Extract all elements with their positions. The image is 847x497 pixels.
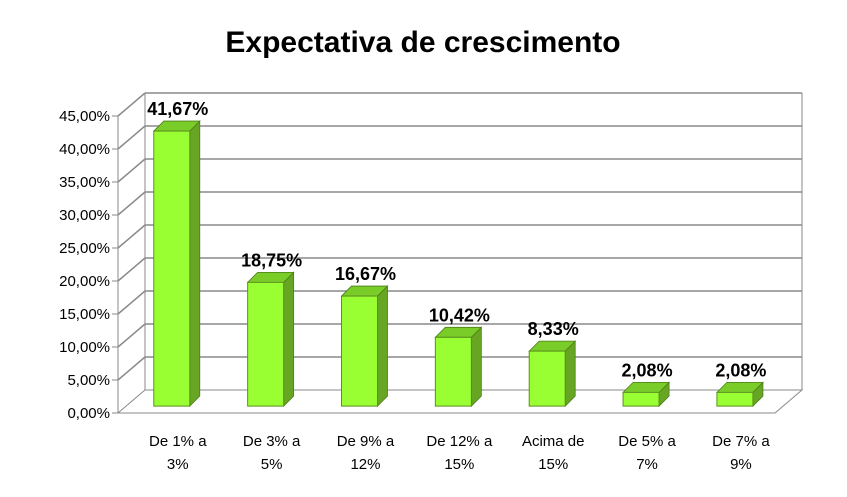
bar <box>622 391 660 407</box>
y-tick-label: 40,00% <box>59 141 110 158</box>
gridline-side <box>117 356 146 381</box>
bar <box>340 295 378 407</box>
x-tick-label: De 3% a <box>243 433 301 450</box>
x-tick-label: 7% <box>636 456 658 473</box>
x-tick-label: 9% <box>730 456 752 473</box>
x-tick-label: De 9% a <box>337 433 395 450</box>
gridline-side <box>117 125 146 150</box>
gridline-side <box>117 92 146 117</box>
y-tick-label: 35,00% <box>59 174 110 191</box>
axes <box>116 93 804 414</box>
y-axis-ticks: 0,00% 5,00% 10,00% 15,00% 20,00% 25,00% 30,00%… <box>59 108 118 422</box>
bar <box>716 391 754 407</box>
bar <box>434 336 472 407</box>
chart-title: Expectativa de crescimento <box>225 26 620 59</box>
y-tick-label: 30,00% <box>59 207 110 224</box>
x-tick-label: 15% <box>538 456 568 473</box>
bars <box>152 120 764 408</box>
y-tick-label: 0,00% <box>67 405 110 422</box>
x-tick-label: 3% <box>167 456 189 473</box>
x-tick-label: 12% <box>350 456 380 473</box>
data-labels: 41,67% 18,75% 16,67% 10,42% 8,33% 2,08% 2,08% <box>147 99 766 380</box>
gridline-side <box>117 191 146 216</box>
bar <box>153 130 191 407</box>
x-axis-categories: De 1% a 3% De 3% a 5% De 9% a 12% De 12% a 15% A… <box>149 433 770 473</box>
y-tick-label: 45,00% <box>59 108 110 125</box>
data-label: 41,67% <box>147 99 208 119</box>
gridline-side <box>117 224 146 249</box>
data-label: 16,67% <box>335 264 396 284</box>
gridline-side <box>117 158 146 183</box>
gridline-side <box>117 257 146 282</box>
gridline-side <box>117 290 146 315</box>
bar <box>528 350 566 407</box>
data-label: 8,33% <box>528 319 579 339</box>
gridline-side <box>117 323 146 348</box>
bar-side <box>283 271 295 408</box>
y-tick-label: 20,00% <box>59 273 110 290</box>
data-label: 2,08% <box>715 360 766 380</box>
data-label: 2,08% <box>622 360 673 380</box>
bar-side <box>564 340 576 408</box>
bar-side <box>377 285 388 408</box>
x-tick-label: De 5% a <box>618 433 676 450</box>
x-tick-label: De 12% a <box>426 433 493 450</box>
y-tick-label: 10,00% <box>59 339 110 356</box>
data-label: 18,75% <box>241 250 302 270</box>
y-tick-label: 5,00% <box>67 372 110 389</box>
data-label: 10,42% <box>429 305 490 325</box>
y-tick-label: 25,00% <box>59 240 110 257</box>
x-tick-label: 5% <box>261 456 283 473</box>
y-tick-label: 15,00% <box>59 306 110 323</box>
bar <box>247 281 285 407</box>
x-tick-label: Acima de <box>522 433 585 450</box>
bar-side <box>189 120 201 408</box>
x-tick-label: 15% <box>444 456 474 473</box>
bar-side <box>470 326 482 408</box>
x-tick-label: De 7% a <box>712 433 770 450</box>
x-tick-label: De 1% a <box>149 433 207 450</box>
